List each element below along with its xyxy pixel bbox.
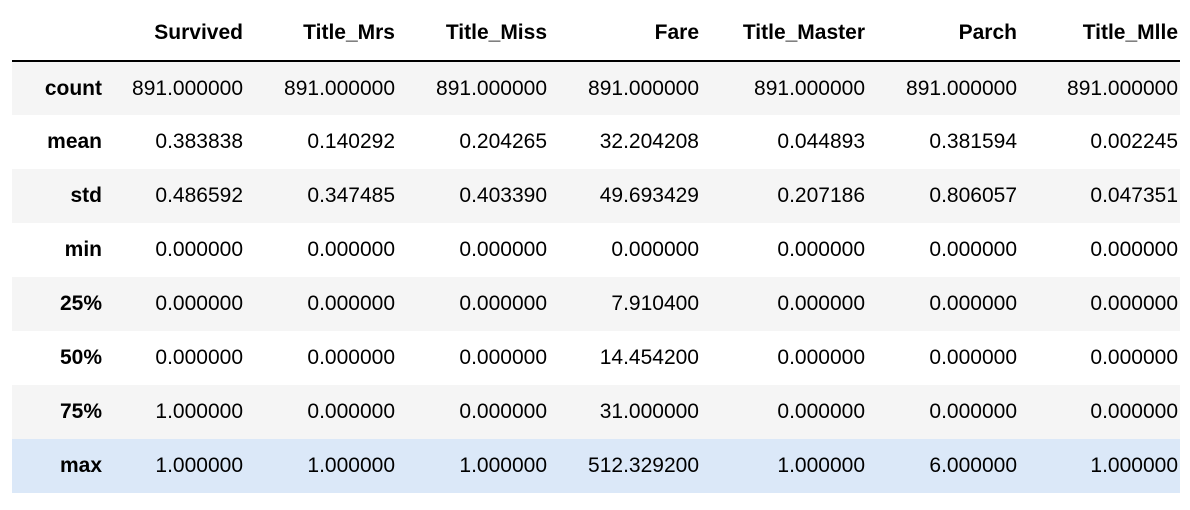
table-cell: 0.347485 xyxy=(307,184,395,207)
table-cell: 891.000000 xyxy=(436,76,547,100)
table-cell: 0.000000 xyxy=(459,238,547,261)
table-row: mean 0.383838 0.140292 0.204265 32.204208 0.0… xyxy=(12,115,1180,169)
dataframe-output: Survived Title_Mrs Title_Miss Fare Title… xyxy=(12,6,1180,493)
row-label: mean xyxy=(47,130,102,153)
table-cell: 6.000000 xyxy=(929,454,1017,477)
table-cell: 0.000000 xyxy=(155,292,243,315)
table-cell: 1.000000 xyxy=(155,400,243,423)
table-header: Survived Title_Mrs Title_Miss Fare Title… xyxy=(12,6,1180,62)
column-header: Parch xyxy=(867,6,1019,62)
header-row: Survived Title_Mrs Title_Miss Fare Title… xyxy=(12,6,1180,62)
table-cell: 0.486592 xyxy=(155,184,243,207)
table-cell: 891.000000 xyxy=(588,76,699,100)
column-header: Survived xyxy=(112,6,245,62)
row-label: min xyxy=(64,238,102,261)
table-cell: 32.204208 xyxy=(599,130,699,153)
table-cell: 891.000000 xyxy=(754,76,865,100)
table-cell: 891.000000 xyxy=(132,76,243,100)
table-cell: 14.454200 xyxy=(599,346,699,369)
row-label: count xyxy=(44,76,102,100)
table-cell: 0.000000 xyxy=(1090,292,1178,315)
column-header: Title_Mrs xyxy=(245,6,397,62)
table-cell: 0.000000 xyxy=(459,346,547,369)
table-cell: 0.806057 xyxy=(929,184,1017,207)
table-cell: 0.000000 xyxy=(459,292,547,315)
table-cell: 0.000000 xyxy=(307,346,395,369)
row-label: 75% xyxy=(59,400,102,423)
table-cell: 0.000000 xyxy=(1090,238,1178,261)
table-cell: 0.000000 xyxy=(155,238,243,261)
table-cell: 891.000000 xyxy=(1067,76,1178,100)
table-cell: 0.000000 xyxy=(307,400,395,423)
row-label: 50% xyxy=(59,346,102,369)
table-cell: 0.000000 xyxy=(929,238,1017,261)
table-cell: 7.910400 xyxy=(611,292,699,315)
table-cell: 0.000000 xyxy=(1090,400,1178,423)
row-label: 25% xyxy=(59,292,102,315)
column-header: Title_Miss xyxy=(397,6,549,62)
table-cell: 1.000000 xyxy=(307,454,395,477)
table-cell: 0.204265 xyxy=(459,130,547,153)
table-body: count 891.000000 891.000000 891.000000 891.0… xyxy=(12,61,1180,493)
table-cell: 0.000000 xyxy=(929,346,1017,369)
table-cell: 31.000000 xyxy=(599,400,699,423)
table-cell: 0.000000 xyxy=(1090,346,1178,369)
table-cell: 0.381594 xyxy=(929,130,1017,153)
column-header: Fare xyxy=(549,6,701,62)
index-header xyxy=(12,6,112,62)
table-row: 50% 0.000000 0.000000 0.000000 14.454200 0.00… xyxy=(12,331,1180,385)
table-cell: 1.000000 xyxy=(155,454,243,477)
table-cell: 0.000000 xyxy=(155,346,243,369)
table-cell: 0.000000 xyxy=(929,292,1017,315)
table-row: 75% 1.000000 0.000000 0.000000 31.000000 0.00… xyxy=(12,385,1180,439)
table-cell: 49.693429 xyxy=(599,184,699,207)
table-cell: 0.383838 xyxy=(155,130,243,153)
row-label: max xyxy=(59,454,102,477)
table-row: 25% 0.000000 0.000000 0.000000 7.910400 0.000… xyxy=(12,277,1180,331)
table-cell: 891.000000 xyxy=(284,76,395,100)
table-cell: 0.000000 xyxy=(929,400,1017,423)
table-cell: 0.000000 xyxy=(307,238,395,261)
row-label: std xyxy=(70,184,103,207)
table-cell: 0.000000 xyxy=(777,346,865,369)
table-cell: 1.000000 xyxy=(459,454,547,477)
table-cell: 0.000000 xyxy=(307,292,395,315)
column-header: Title_Mlle xyxy=(1019,6,1180,62)
table-cell: 0.207186 xyxy=(777,184,865,207)
table-row: std 0.486592 0.347485 0.403390 49.693429 0.20… xyxy=(12,169,1180,223)
table-cell: 0.044893 xyxy=(777,130,865,153)
table-cell: 0.403390 xyxy=(459,184,547,207)
table-cell: 0.002245 xyxy=(1090,130,1178,153)
table-row: count 891.000000 891.000000 891.000000 891.0… xyxy=(12,61,1180,115)
table-cell: 0.000000 xyxy=(777,400,865,423)
table-cell: 1.000000 xyxy=(1090,454,1178,477)
table-cell: 1.000000 xyxy=(777,454,865,477)
table-cell: 0.140292 xyxy=(307,130,395,153)
table-cell: 0.000000 xyxy=(611,238,699,261)
table-row: min 0.000000 0.000000 0.000000 0.000000 0.000… xyxy=(12,223,1180,277)
table-row: max 1.000000 1.000000 1.000000 512.329200 1.0… xyxy=(12,439,1180,493)
table-cell: 891.000000 xyxy=(906,76,1017,100)
column-header: Title_Master xyxy=(701,6,867,62)
table-cell: 0.000000 xyxy=(459,400,547,423)
table-cell: 0.047351 xyxy=(1090,184,1178,207)
describe-table: Survived Title_Mrs Title_Miss Fare Title… xyxy=(12,6,1180,493)
table-cell: 0.000000 xyxy=(777,292,865,315)
table-cell: 0.000000 xyxy=(777,238,865,261)
table-cell: 512.329200 xyxy=(588,454,699,477)
